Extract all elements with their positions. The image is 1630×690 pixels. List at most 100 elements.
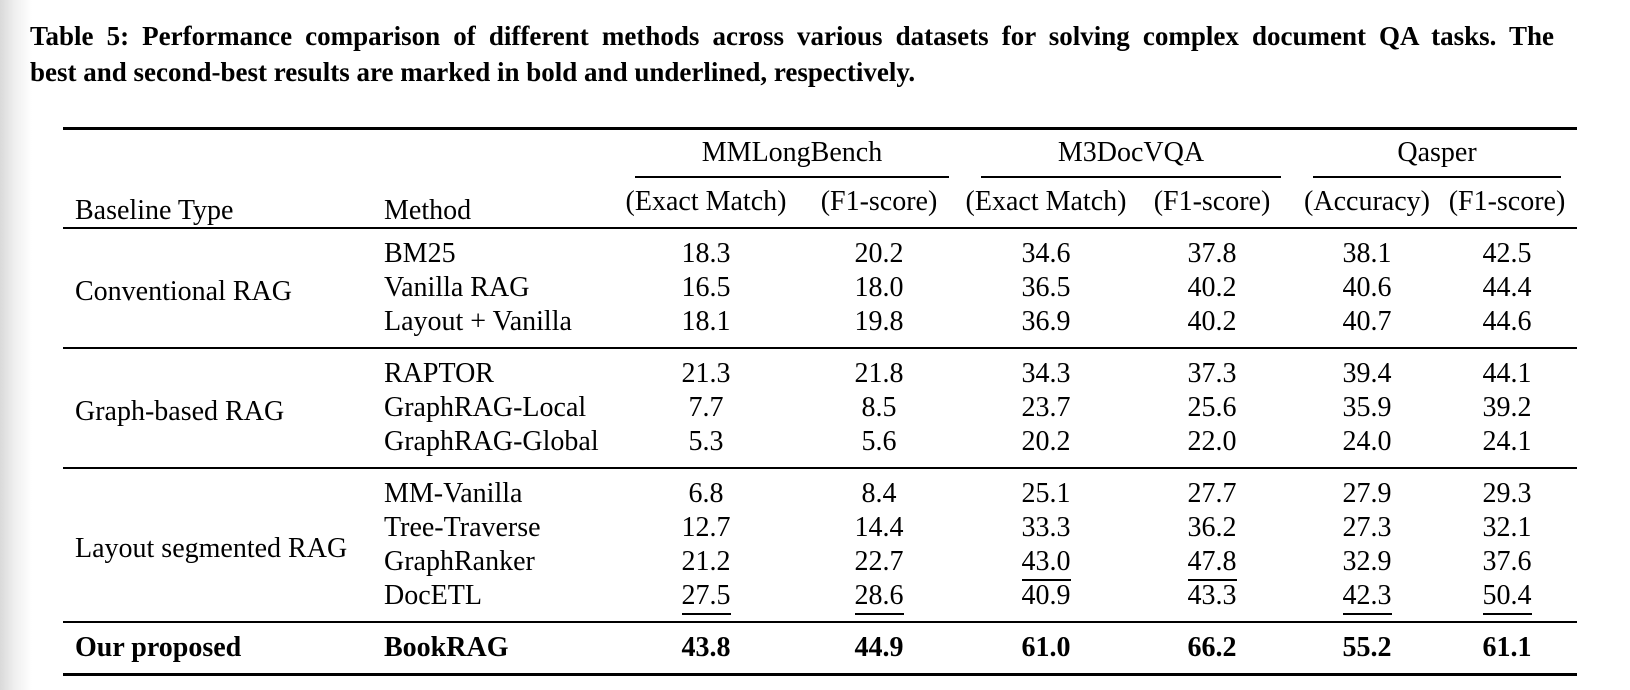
group-underline: MMLongBench bbox=[635, 133, 949, 178]
value-cell best: 44.9 bbox=[854, 631, 904, 663]
value-cell: 32.1 bbox=[1482, 511, 1532, 543]
value-cell: 22.0 bbox=[1187, 425, 1237, 457]
value-cell: 20.2 bbox=[1021, 425, 1071, 457]
value-cell: 40.9 bbox=[1021, 579, 1071, 611]
method-cell: Layout + Vanilla bbox=[384, 305, 572, 337]
value-cell: 5.6 bbox=[861, 425, 897, 457]
method-cell: Vanilla RAG bbox=[384, 271, 530, 303]
value-cell best: 43.8 bbox=[681, 631, 731, 663]
value-cell: 25.1 bbox=[1021, 477, 1071, 509]
value-cell: 20.2 bbox=[854, 237, 904, 269]
value-cell: 39.2 bbox=[1482, 391, 1532, 423]
table-row: Layout + Vanilla 18.1 19.8 36.9 40.2 40.… bbox=[63, 305, 1577, 348]
value-cell: 36.9 bbox=[1021, 305, 1071, 337]
method-cell: GraphRAG-Global bbox=[384, 425, 599, 457]
value-cell: 21.2 bbox=[681, 545, 731, 577]
value-cell: 25.6 bbox=[1187, 391, 1237, 423]
value-cell: 34.3 bbox=[1021, 357, 1071, 389]
value-cell: 32.9 bbox=[1342, 545, 1392, 577]
value-cell: 40.2 bbox=[1187, 271, 1237, 303]
method-cell: GraphRanker bbox=[384, 545, 535, 577]
group-label: MMLongBench bbox=[701, 136, 883, 168]
table-caption: Table 5: Performance comparison of diffe… bbox=[30, 18, 1554, 90]
group-underline: M3DocVQA bbox=[981, 133, 1281, 178]
value-cell: 8.5 bbox=[861, 391, 897, 423]
method-cell: BookRAG bbox=[384, 631, 509, 663]
subcolumn-header-qasper-f1: (F1-score) bbox=[1448, 186, 1566, 218]
value-cell best: 61.1 bbox=[1482, 631, 1532, 663]
value-cell: 18.0 bbox=[854, 271, 904, 303]
group-our-proposed: Our proposed BookRAG 43.8 44.9 61.0 66.2… bbox=[63, 622, 1578, 675]
value-cell: 40.7 bbox=[1342, 305, 1392, 337]
group-underline: Qasper bbox=[1313, 133, 1562, 178]
value-cell: 29.3 bbox=[1482, 477, 1532, 509]
method-cell: MM-Vanilla bbox=[384, 477, 523, 509]
second-best-value: 50.4 bbox=[1482, 579, 1532, 615]
table-row: Vanilla RAG 16.5 18.0 36.5 40.2 40.6 44.… bbox=[63, 271, 1577, 305]
value-cell best: 66.2 bbox=[1187, 631, 1237, 663]
value-cell: 12.7 bbox=[681, 511, 731, 543]
value-cell: 5.3 bbox=[688, 425, 724, 457]
table-row: Graph-based RAG RAPTOR 21.3 21.8 34.3 37… bbox=[63, 348, 1577, 427]
value-cell best: 55.2 bbox=[1342, 631, 1392, 663]
caption-line-2: best and second-best results are marked … bbox=[30, 57, 916, 87]
value-cell: 34.6 bbox=[1021, 237, 1071, 269]
method-cell: GraphRAG-Local bbox=[384, 391, 587, 423]
value-cell: 8.4 bbox=[861, 477, 897, 509]
value-cell: 19.8 bbox=[854, 305, 904, 337]
value-cell: 21.3 bbox=[681, 357, 731, 389]
baseline-type-cell: Graph-based RAG bbox=[75, 395, 285, 427]
table-header: Baseline Type Method MMLongBench M3DocVQ… bbox=[63, 129, 1578, 228]
table-row: Conventional RAG BM25 18.3 20.2 34.6 37.… bbox=[63, 228, 1577, 307]
column-group-m3docvqa: M3DocVQA bbox=[965, 129, 1297, 178]
value-cell: 36.2 bbox=[1187, 511, 1237, 543]
value-cell second-best: 47.8 bbox=[1127, 545, 1297, 581]
value-cell: 38.1 bbox=[1342, 237, 1392, 269]
baseline-type-cell: Layout segmented RAG bbox=[75, 532, 348, 564]
subcolumn-header-qasper-acc: (Accuracy) bbox=[1304, 186, 1430, 218]
value-cell: 14.4 bbox=[854, 511, 904, 543]
value-cell: 33.3 bbox=[1021, 511, 1071, 543]
column-header-baseline-type: Baseline Type bbox=[75, 194, 234, 226]
table-row: DocETL 27.5 28.6 40.9 43.3 42.3 50.4 bbox=[63, 579, 1577, 622]
group-conventional-rag: Conventional RAG BM25 18.3 20.2 34.6 37.… bbox=[63, 228, 1577, 348]
second-best-value: 42.3 bbox=[1342, 579, 1392, 615]
value-cell: 27.7 bbox=[1187, 477, 1237, 509]
table-row: GraphRAG-Global 5.3 5.6 20.2 22.0 24.0 2… bbox=[63, 425, 1577, 468]
table-row: Layout segmented RAG MM-Vanilla 6.8 8.4 … bbox=[63, 468, 1577, 564]
value-cell second-best: 28.6 bbox=[793, 579, 965, 622]
value-cell second-best: 50.4 bbox=[1437, 579, 1577, 622]
column-group-mmlongbench: MMLongBench bbox=[619, 129, 965, 178]
value-cell: 27.9 bbox=[1342, 477, 1392, 509]
column-header-method: Method bbox=[384, 194, 472, 226]
value-cell: 24.1 bbox=[1482, 425, 1532, 457]
baseline-type-cell: Conventional RAG bbox=[75, 275, 292, 307]
header-group-row: Baseline Type Method MMLongBench M3DocVQ… bbox=[63, 129, 1577, 226]
subcolumn-header-m3docvqa-em: (Exact Match) bbox=[965, 186, 1127, 218]
value-cell second-best: 43.0 bbox=[965, 545, 1127, 581]
subcolumn-header-m3docvqa-f1: (F1-score) bbox=[1153, 186, 1271, 218]
value-cell: 23.7 bbox=[1021, 391, 1071, 423]
value-cell: 37.3 bbox=[1187, 357, 1237, 389]
value-cell: 22.7 bbox=[854, 545, 904, 577]
results-table: Baseline Type Method MMLongBench M3DocVQ… bbox=[63, 127, 1578, 676]
value-cell: 44.6 bbox=[1482, 305, 1532, 337]
value-cell: 16.5 bbox=[681, 271, 731, 303]
method-cell: RAPTOR bbox=[384, 357, 494, 389]
value-cell best: 61.0 bbox=[1021, 631, 1071, 663]
method-cell: Tree-Traverse bbox=[384, 511, 541, 543]
value-cell second-best: 42.3 bbox=[1297, 579, 1437, 622]
value-cell: 44.4 bbox=[1482, 271, 1532, 303]
value-cell: 6.8 bbox=[688, 477, 724, 509]
value-cell: 40.6 bbox=[1342, 271, 1392, 303]
value-cell: 7.7 bbox=[688, 391, 724, 423]
value-cell second-best: 27.5 bbox=[619, 579, 793, 622]
value-cell: 21.8 bbox=[854, 357, 904, 389]
value-cell: 18.1 bbox=[681, 305, 731, 337]
value-cell: 39.4 bbox=[1342, 357, 1392, 389]
column-group-qasper: Qasper bbox=[1297, 129, 1577, 178]
caption-line-1: Table 5: Performance comparison of diffe… bbox=[30, 21, 1554, 51]
group-layout-segmented-rag: Layout segmented RAG MM-Vanilla 6.8 8.4 … bbox=[63, 468, 1578, 622]
value-cell: 35.9 bbox=[1342, 391, 1392, 423]
group-graph-based-rag: Graph-based RAG RAPTOR 21.3 21.8 34.3 37… bbox=[63, 348, 1578, 468]
